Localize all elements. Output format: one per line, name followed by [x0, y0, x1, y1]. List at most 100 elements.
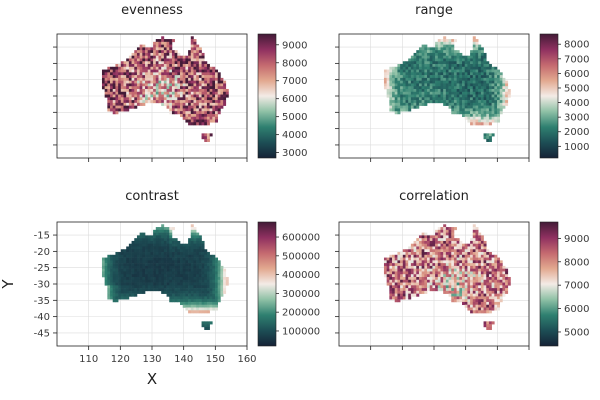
- heatmap-cell: [182, 75, 186, 79]
- heatmap-cell: [424, 58, 428, 62]
- heatmap-cell: [206, 133, 210, 137]
- heatmap-cell: [389, 72, 393, 76]
- heatmap-cell: [190, 66, 194, 70]
- heatmap-cell: [472, 108, 476, 112]
- heatmap-cell: [497, 91, 501, 95]
- heatmap-cell: [437, 235, 441, 239]
- heatmap-cell: [491, 285, 495, 289]
- heatmap-cell: [448, 47, 452, 51]
- heatmap-cell: [188, 52, 192, 56]
- heatmap-cell: [120, 83, 124, 87]
- heatmap-cell: [142, 271, 146, 275]
- heatmap-cell: [451, 108, 455, 112]
- heatmap-cell: [478, 83, 482, 87]
- heatmap-cell: [171, 296, 175, 300]
- heatmap-cell: [497, 80, 501, 84]
- heatmap-cell: [478, 263, 482, 267]
- heatmap-cell: [435, 238, 439, 242]
- heatmap-cell: [120, 72, 124, 76]
- heatmap-cell: [494, 113, 498, 118]
- heatmap-cell: [204, 321, 208, 325]
- heatmap-cell: [196, 72, 200, 76]
- heatmap-cell: [185, 66, 189, 70]
- heatmap-cell: [440, 252, 444, 256]
- heatmap-cell: [491, 296, 495, 300]
- heatmap-cell: [440, 91, 444, 95]
- heatmap-cell: [166, 64, 170, 68]
- heatmap-cell: [437, 227, 441, 231]
- heatmap-cell: [134, 105, 138, 109]
- heatmap-cell: [443, 72, 447, 76]
- heatmap-cell: [451, 97, 455, 101]
- heatmap-cell: [182, 94, 186, 98]
- heatmap-cell: [120, 274, 124, 278]
- heatmap-cell: [158, 52, 162, 56]
- heatmap-cell: [134, 100, 138, 104]
- heatmap-cell: [408, 94, 412, 98]
- heatmap-cell: [136, 271, 140, 275]
- heatmap-cell: [397, 69, 401, 73]
- heatmap-cell: [389, 285, 393, 289]
- heatmap-cell: [435, 47, 439, 51]
- heatmap-cell: [478, 307, 482, 311]
- heatmap-cell: [470, 111, 474, 115]
- heatmap-cell: [413, 290, 417, 294]
- heatmap-cell: [464, 64, 468, 68]
- heatmap-cell: [400, 72, 404, 76]
- heatmap-cell: [166, 268, 170, 272]
- heatmap-cell: [394, 86, 398, 90]
- heatmap-cell: [483, 285, 487, 289]
- heatmap-cell: [497, 274, 501, 278]
- heatmap-cell: [169, 105, 173, 109]
- heatmap-cell: [397, 293, 401, 297]
- heatmap-cell: [185, 55, 189, 59]
- heatmap-cell: [480, 97, 484, 101]
- heatmap-cell: [153, 88, 157, 93]
- heatmap-cell: [456, 257, 460, 261]
- heatmap-cell: [177, 299, 181, 303]
- heatmap-cell: [478, 113, 482, 118]
- heatmap-cell: [139, 265, 143, 269]
- heatmap-cell: [505, 276, 509, 281]
- heatmap-cell: [193, 249, 197, 253]
- heatmap-cell: [459, 88, 463, 93]
- heatmap-cell: [212, 254, 216, 258]
- heatmap-cell: [171, 86, 175, 90]
- heatmap-cell: [188, 61, 192, 65]
- heatmap-cell: [470, 288, 474, 292]
- heatmap-cell: [429, 288, 433, 292]
- heatmap-cell: [112, 69, 116, 73]
- heatmap-cell: [190, 307, 194, 311]
- heatmap-cell: [427, 271, 431, 275]
- heatmap-cell: [416, 265, 420, 269]
- heatmap-cell: [161, 276, 165, 281]
- heatmap-cell: [462, 94, 466, 98]
- heatmap-cell: [483, 260, 487, 264]
- heatmap-cell: [491, 293, 495, 297]
- heatmap-cell: [201, 285, 205, 289]
- colorbar-frame: [539, 221, 559, 347]
- heatmap-cell: [198, 252, 202, 256]
- heatmap-cell: [462, 77, 466, 81]
- axis-ticks: [335, 46, 530, 162]
- heatmap-cell: [478, 86, 482, 90]
- heatmap-cell: [408, 108, 412, 112]
- heatmap-cell: [432, 268, 436, 272]
- heatmap-cell: [120, 282, 124, 286]
- heatmap-cell: [429, 274, 433, 278]
- heatmap-cell: [427, 69, 431, 73]
- heatmap-cell: [134, 274, 138, 278]
- heatmap-cell: [112, 80, 116, 84]
- heatmap-cell: [499, 285, 503, 289]
- heatmap-cell: [193, 265, 197, 269]
- heatmap-cell: [462, 72, 466, 76]
- heatmap-cell: [462, 102, 466, 106]
- heatmap-cell: [166, 94, 170, 98]
- heatmap-cell: [424, 100, 428, 104]
- heatmap-cell: [440, 276, 444, 281]
- heatmap-cell: [443, 252, 447, 256]
- heatmap-cell: [488, 77, 492, 81]
- heatmap-cell: [193, 58, 197, 62]
- heatmap-cell: [190, 41, 194, 45]
- heatmap-cell: [424, 246, 428, 250]
